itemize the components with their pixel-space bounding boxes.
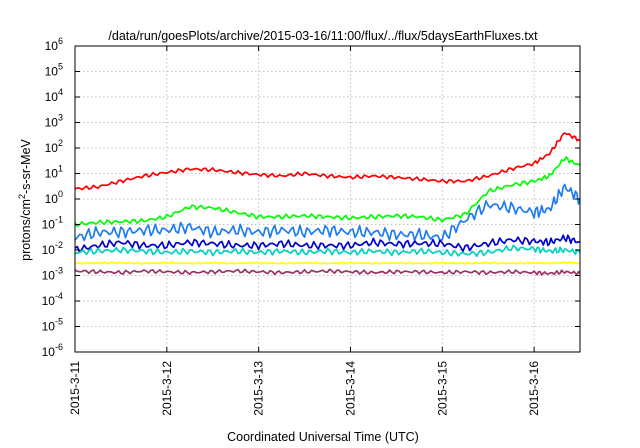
y-tick-label: 10-2 [42,240,63,257]
series-line-5 [74,244,581,258]
y-axis-label-exponent: 2 [17,194,27,199]
x-axis-label: Coordinated Universal Time (UTC) [227,430,419,444]
y-tick-label: 102 [45,138,63,155]
y-tick-label: 10-1 [42,215,63,232]
y-tick-label: 106 [45,36,63,53]
x-tick-label: 2015-3-11 [68,361,82,415]
y-tick-label: 10-4 [42,291,63,308]
series-group [74,132,581,276]
y-tick-label: 10-5 [42,317,63,334]
grid [75,46,580,352]
x-axis: 2015-3-11 2015-3-12 2015-3-13 2015-3-14 2015… [68,46,541,416]
series-line-2 [74,156,581,228]
y-axis: 10-6 10-5 10-4 10-3 10-2 10-1 100 101 102 103 104 1… [42,36,580,359]
x-tick-label: 2015-3-12 [160,361,174,416]
y-tick-label: 104 [45,87,63,104]
y-tick-label: 105 [45,62,63,79]
chart-title: /data/run/goesPlots/archive/2015-03-16/1… [108,29,538,43]
y-tick-label: 10-3 [42,266,63,283]
y-axis-label-main: protons/cm [19,199,33,261]
y-axis-label-units: -s-sr-MeV [19,138,33,194]
y-tick-label: 101 [45,164,63,181]
y-axis-label: protons/cm2-s-sr-MeV [17,138,33,260]
y-tick-label: 10-6 [42,342,63,359]
series-line-4 [74,234,581,254]
x-tick-label: 2015-3-16 [527,361,541,416]
series-line-3 [74,183,581,242]
series-line-6 [74,261,581,265]
x-tick-label: 2015-3-14 [343,361,357,416]
y-tick-label: 103 [45,113,63,130]
series-line-7 [74,268,581,276]
series-line-1 [74,132,581,191]
x-tick-label: 2015-3-15 [435,361,449,416]
x-tick-label: 2015-3-13 [252,361,266,416]
y-tick-label: 100 [45,189,63,206]
